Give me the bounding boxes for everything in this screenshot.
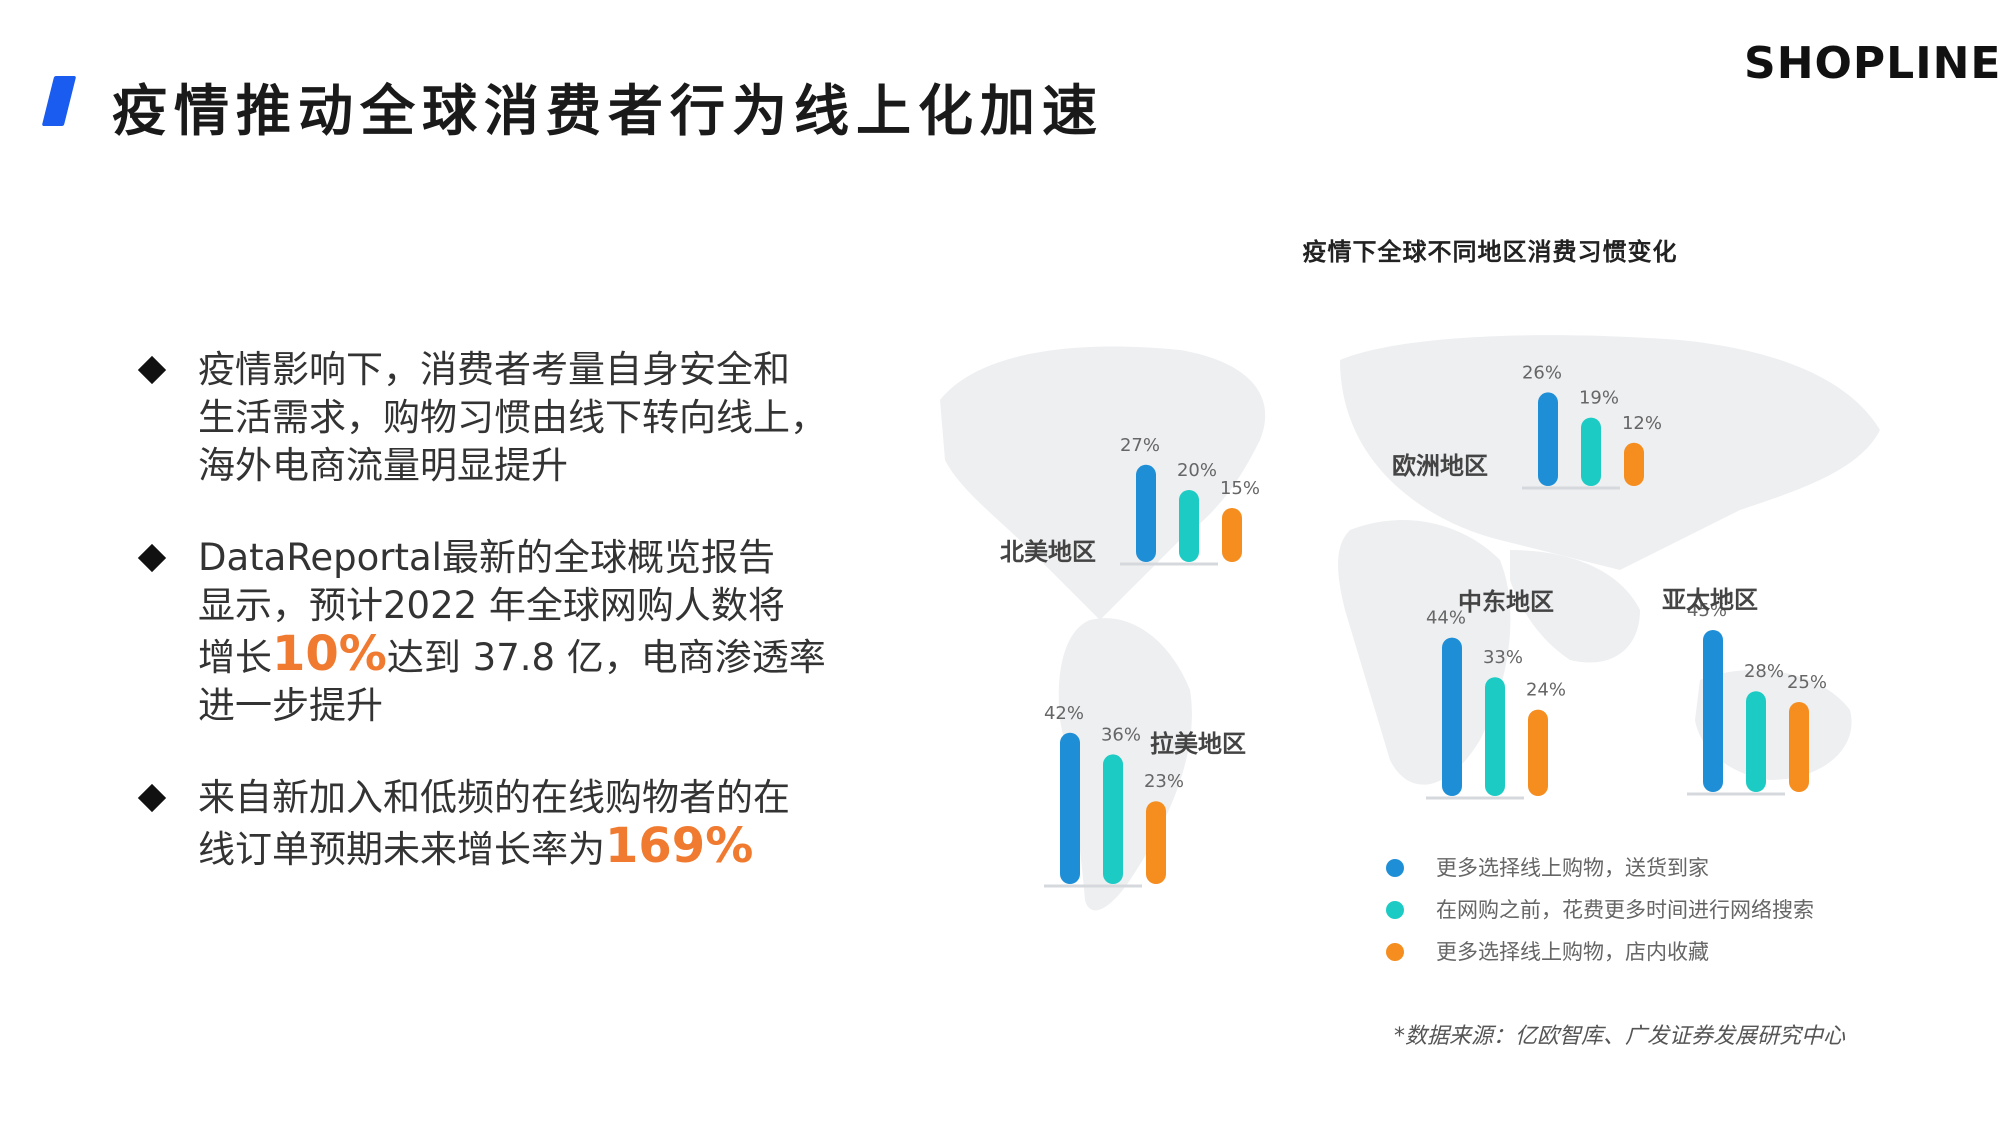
bullet-list: 疫情影响下，消费者考量自身安全和 生活需求，购物习惯由线下转向线上， 海外电商流… bbox=[136, 346, 896, 918]
bar bbox=[1789, 702, 1809, 792]
highlight-order-growth: 169% bbox=[605, 818, 754, 874]
legend-swatch bbox=[1386, 943, 1404, 961]
bar bbox=[1179, 490, 1199, 562]
region-label: 中东地区 bbox=[1458, 588, 1554, 616]
bar-value-label: 33% bbox=[1483, 647, 1523, 668]
region-label: 亚太地区 bbox=[1662, 586, 1758, 614]
region-group: 42% 36% 23% 拉美地区 bbox=[1044, 703, 1246, 888]
bar bbox=[1528, 709, 1548, 796]
logo-text: SHOPLINE bbox=[1744, 38, 2000, 89]
chart-legend: 更多选择线上购物，送货到家在网购之前，花费更多时间进行网络搜索更多选择线上购物，… bbox=[1386, 856, 1814, 964]
bar-value-label: 20% bbox=[1177, 460, 1217, 481]
bar-value-label: 12% bbox=[1622, 413, 1662, 434]
region-group: 26% 19%12% 欧洲地区 bbox=[1392, 362, 1662, 490]
bar bbox=[1103, 754, 1123, 884]
bullet-2-text-pre: 增长 bbox=[198, 636, 272, 679]
bullet-item-2: DataReportal最新的全球概览报告 显示，预计2022 年全球网购人数将… bbox=[136, 534, 896, 730]
bar bbox=[1136, 464, 1156, 562]
bar bbox=[1485, 677, 1505, 796]
region-label: 北美地区 bbox=[1000, 538, 1096, 566]
bar-value-label: 15% bbox=[1220, 478, 1260, 499]
bar bbox=[1442, 637, 1462, 796]
bullet-1-line-1: 疫情影响下，消费者考量自身安全和 bbox=[198, 348, 790, 391]
legend-label: 更多选择线上购物，店内收藏 bbox=[1436, 940, 1709, 964]
legend-label: 在网购之前，花费更多时间进行网络搜索 bbox=[1436, 898, 1814, 922]
region-group: 44% 33%24% 中东地区 bbox=[1426, 588, 1566, 800]
bar-value-label: 25% bbox=[1787, 672, 1827, 693]
legend-swatch bbox=[1386, 859, 1404, 877]
bar-value-label: 26% bbox=[1522, 362, 1562, 383]
bar bbox=[1581, 417, 1601, 486]
bar-value-label: 24% bbox=[1526, 680, 1566, 701]
bar-value-label: 45% bbox=[1687, 600, 1727, 621]
bullet-item-3: 来自新加入和低频的在线购物者的在 线订单预期未来增长率为169% bbox=[136, 774, 896, 874]
bullet-3-line-2: 线订单预期未来增长率为169% bbox=[198, 822, 896, 874]
data-source-note: *数据来源：亿欧智库、广发证券发展研究中心 bbox=[1394, 1024, 1846, 1049]
bar bbox=[1624, 442, 1644, 486]
bullet-2-line-2: 显示，预计2022 年全球网购人数将 bbox=[198, 584, 785, 627]
bar-value-label: 28% bbox=[1744, 661, 1784, 682]
bar-value-label: 44% bbox=[1426, 608, 1466, 629]
chart-title: 疫情下全球不同地区消费习惯变化 bbox=[1302, 238, 1678, 266]
bullet-3-line-1: 来自新加入和低频的在线购物者的在 bbox=[198, 776, 790, 819]
page-title: 疫情推动全球消费者行为线上化加速 bbox=[112, 79, 1105, 143]
bar-value-label: 19% bbox=[1579, 388, 1619, 409]
bullet-2-line-4: 进一步提升 bbox=[198, 684, 383, 727]
world-map-background bbox=[940, 335, 1880, 911]
bullet-2-text-post: 达到 37.8 亿，电商渗透率 bbox=[386, 636, 826, 679]
bullet-2-line-1: DataReportal最新的全球概览报告 bbox=[198, 536, 775, 579]
region-group: 45% 28%25% 亚太地区 bbox=[1662, 586, 1827, 796]
bar bbox=[1222, 508, 1242, 562]
bullet-2-line-3: 增长10%达到 37.8 亿，电商渗透率 bbox=[198, 630, 896, 682]
region-label: 拉美地区 bbox=[1150, 730, 1246, 758]
bar bbox=[1703, 630, 1723, 792]
bar-value-label: 27% bbox=[1120, 435, 1160, 456]
bar-value-label: 23% bbox=[1144, 771, 1184, 792]
bar bbox=[1146, 801, 1166, 884]
highlight-growth-rate: 10% bbox=[272, 626, 387, 682]
bullet-1-line-2: 生活需求，购物习惯由线下转向线上， bbox=[198, 396, 827, 439]
legend-swatch bbox=[1386, 901, 1404, 919]
legend-label: 更多选择线上购物，送货到家 bbox=[1436, 856, 1709, 880]
shopline-logo: SHOPLINE bbox=[1744, 38, 2000, 89]
region-group: 27% 20%15% 北美地区 bbox=[1000, 435, 1260, 566]
bar-value-label: 36% bbox=[1101, 724, 1141, 745]
bullet-3-text-pre: 线订单预期未来增长率为 bbox=[198, 828, 605, 871]
bar bbox=[1538, 392, 1558, 486]
bullet-item-1: 疫情影响下，消费者考量自身安全和 生活需求，购物习惯由线下转向线上， 海外电商流… bbox=[136, 346, 896, 490]
bullet-1-line-3: 海外电商流量明显提升 bbox=[198, 444, 568, 487]
bar bbox=[1746, 691, 1766, 792]
bar-value-label: 42% bbox=[1044, 703, 1084, 724]
region-label: 欧洲地区 bbox=[1392, 452, 1488, 480]
bar bbox=[1060, 732, 1080, 884]
